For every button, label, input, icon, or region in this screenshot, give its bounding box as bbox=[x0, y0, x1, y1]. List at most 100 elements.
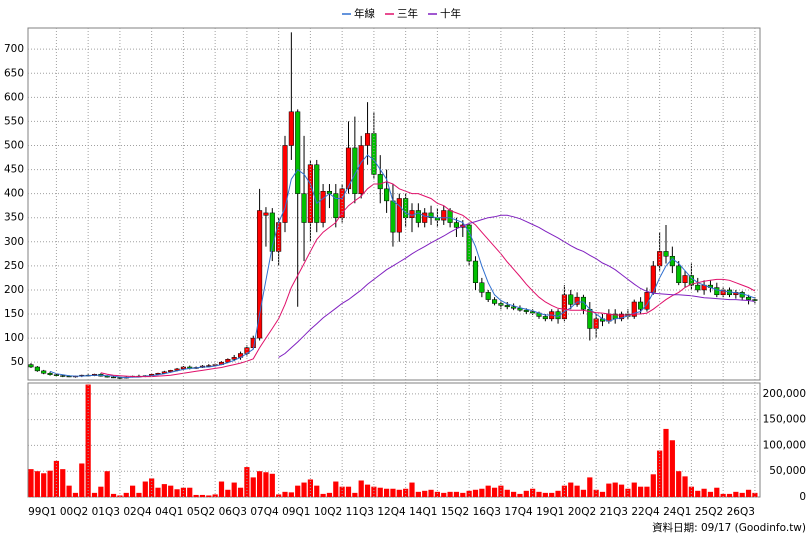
x-tick-label: 24Q1 bbox=[663, 506, 691, 518]
candle-body bbox=[663, 251, 669, 257]
x-tick-label: 05Q2 bbox=[187, 506, 215, 518]
y-tick-label: 0 bbox=[799, 491, 806, 503]
candle-body bbox=[301, 193, 307, 223]
candle-body bbox=[593, 318, 599, 329]
y-tick-label: 450 bbox=[4, 164, 24, 176]
volume-bar bbox=[580, 489, 587, 497]
volume-bar bbox=[231, 482, 237, 497]
volume-bar bbox=[98, 486, 104, 497]
volume-bar bbox=[574, 485, 580, 497]
volume-bar bbox=[523, 490, 529, 497]
volume-bar bbox=[644, 486, 650, 497]
volume-bar bbox=[130, 485, 136, 497]
volume-bar bbox=[244, 467, 250, 497]
candle-body bbox=[282, 145, 288, 223]
plot-frame bbox=[27, 27, 761, 381]
y-tick-label: 400 bbox=[4, 188, 24, 200]
candle-body bbox=[231, 357, 237, 360]
volume-bar bbox=[288, 492, 294, 497]
volume-bar bbox=[701, 488, 707, 497]
candle-body bbox=[60, 375, 66, 377]
candle-body bbox=[47, 373, 53, 375]
volume-bar bbox=[168, 485, 174, 497]
volume-bar bbox=[180, 487, 186, 497]
candle-body bbox=[638, 301, 644, 310]
volume-bar bbox=[142, 481, 148, 497]
x-tick-label: 11Q3 bbox=[346, 506, 374, 518]
y-tick-label: 150 bbox=[4, 308, 24, 320]
candle-body bbox=[714, 287, 720, 296]
y-tick-label: 100 bbox=[4, 332, 24, 344]
y-tick-label: 700 bbox=[4, 43, 24, 55]
volume-bar bbox=[739, 492, 745, 497]
volume-bar bbox=[504, 489, 510, 497]
x-tick-label: 19Q1 bbox=[536, 506, 564, 518]
volume-bar bbox=[549, 492, 555, 497]
volume-bar bbox=[237, 487, 244, 497]
volume-bar bbox=[79, 463, 85, 497]
volume-bar bbox=[263, 472, 269, 497]
y-tick-label: 500 bbox=[4, 139, 24, 151]
volume-bar bbox=[707, 491, 714, 497]
x-tick-label: 02Q4 bbox=[123, 506, 152, 518]
volume-bar bbox=[28, 469, 34, 497]
candle-body bbox=[523, 309, 529, 312]
candle-body bbox=[746, 296, 752, 300]
volume-bar bbox=[250, 477, 256, 497]
volume-bar bbox=[193, 494, 199, 497]
volume-bar bbox=[726, 493, 733, 497]
volume-bar bbox=[428, 489, 434, 497]
y-tick-label: 550 bbox=[4, 115, 24, 127]
candle-body bbox=[479, 282, 485, 293]
volume-bar bbox=[396, 489, 402, 497]
volume-bar bbox=[491, 487, 498, 497]
volume-bar bbox=[530, 488, 536, 497]
candle-body bbox=[485, 292, 491, 300]
candle-body bbox=[365, 133, 371, 146]
volume-bar bbox=[606, 483, 612, 497]
candle-body bbox=[396, 198, 402, 233]
volume-bar bbox=[282, 491, 288, 497]
volume-bar bbox=[47, 470, 53, 497]
candle-body bbox=[441, 210, 447, 221]
volume-bar bbox=[733, 491, 739, 497]
candle-body bbox=[695, 284, 701, 291]
x-tick-label: 16Q3 bbox=[473, 506, 501, 518]
footer: 資料日期: 09/17 (Goodinfo.tw) bbox=[652, 521, 806, 534]
x-tick-label: 04Q1 bbox=[155, 506, 183, 518]
volume-bar bbox=[72, 492, 79, 497]
volume-bar bbox=[206, 495, 212, 497]
candle-body bbox=[295, 111, 301, 194]
volume-bar bbox=[460, 492, 466, 497]
candle-body bbox=[41, 370, 47, 374]
volume-bar bbox=[453, 491, 460, 497]
volume-bar bbox=[714, 487, 720, 497]
candle-body bbox=[466, 224, 472, 262]
volume-bar bbox=[618, 484, 625, 497]
volume-bar bbox=[66, 485, 72, 497]
volume-bar bbox=[60, 469, 66, 497]
volume-bar bbox=[650, 474, 656, 497]
volume-bar bbox=[269, 473, 275, 497]
candle-body bbox=[676, 265, 682, 283]
candle-body bbox=[574, 296, 580, 305]
volume-bar bbox=[333, 481, 339, 497]
y-tick-label: 200 bbox=[4, 284, 24, 296]
volume-bar bbox=[339, 486, 345, 497]
volume-bar bbox=[479, 488, 485, 497]
x-tick-label: 15Q2 bbox=[441, 506, 469, 518]
volume-bar bbox=[110, 493, 117, 497]
volume-bar bbox=[364, 484, 371, 497]
volume-bar bbox=[720, 493, 726, 497]
candle-body bbox=[333, 193, 339, 218]
volume-bar bbox=[314, 485, 320, 497]
candle-body bbox=[345, 147, 352, 190]
volume-bar bbox=[752, 492, 758, 497]
volume-bar bbox=[41, 473, 47, 497]
candle-body bbox=[504, 305, 510, 308]
volume-bar bbox=[91, 492, 98, 497]
volume-bar bbox=[625, 488, 631, 497]
volume-bar bbox=[403, 488, 409, 497]
volume-bar bbox=[415, 491, 421, 497]
